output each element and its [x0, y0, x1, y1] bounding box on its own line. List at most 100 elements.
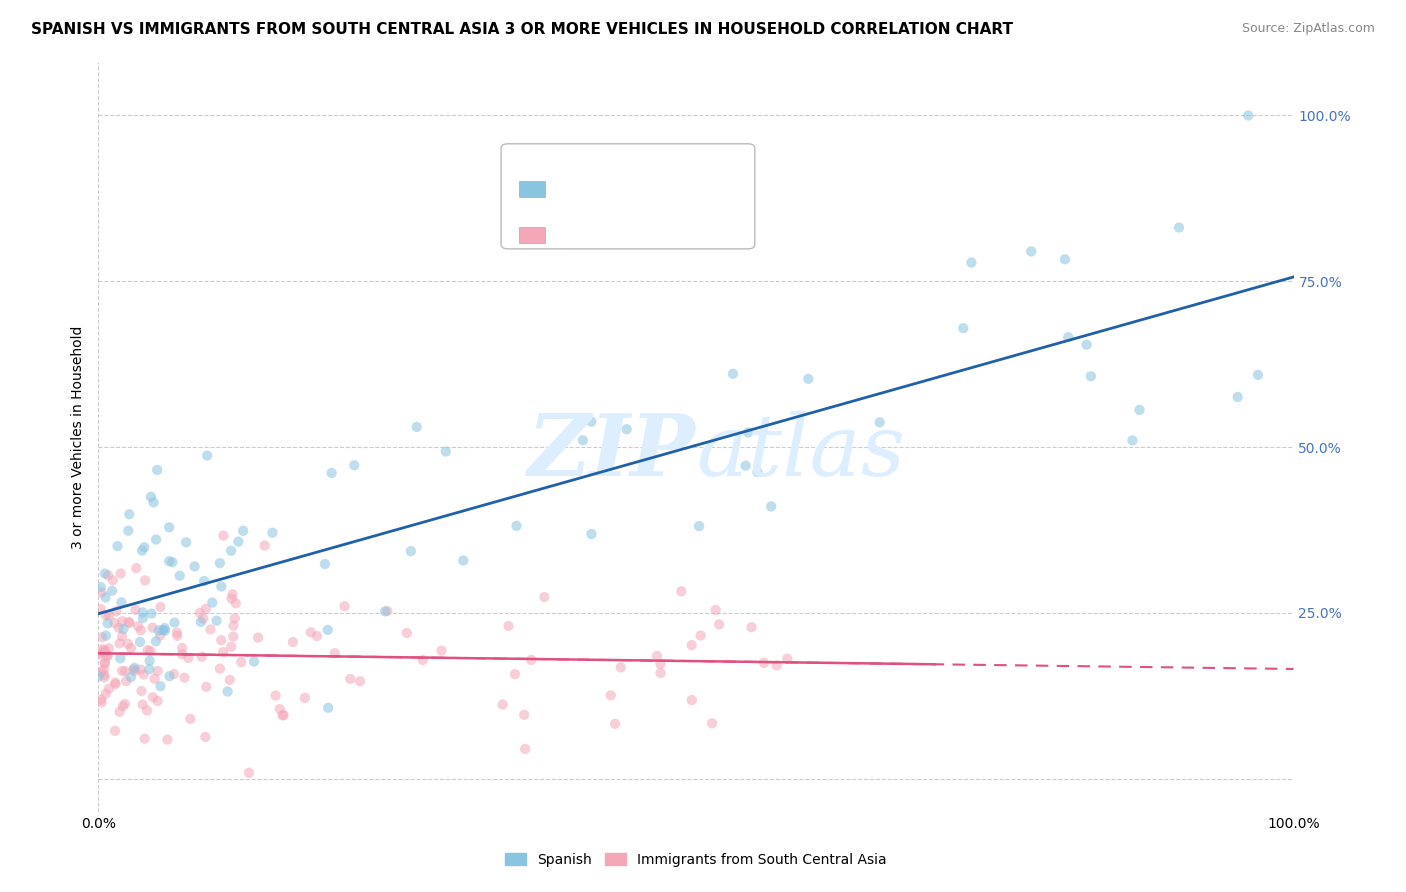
- Point: [200, 623, 222, 637]
- Point: [111, 629, 134, 643]
- Point: [94, 608, 117, 623]
- Point: [145, 533, 167, 547]
- Point: [118, 616, 141, 631]
- Point: [273, 708, 295, 723]
- Point: [1080, 369, 1102, 384]
- Point: [704, 603, 727, 617]
- Point: [149, 679, 172, 693]
- Point: [90, 585, 112, 599]
- Point: [960, 255, 983, 269]
- Point: [146, 664, 169, 678]
- Point: [412, 653, 434, 667]
- Point: [142, 690, 165, 705]
- Point: [498, 619, 520, 633]
- Point: [174, 535, 197, 549]
- Point: [114, 697, 136, 711]
- Point: [138, 662, 160, 676]
- Point: [339, 672, 361, 686]
- Point: [129, 635, 152, 649]
- Point: [94, 628, 117, 642]
- Point: [156, 732, 179, 747]
- Point: [596, 456, 619, 470]
- Text: 0.584: 0.584: [592, 179, 640, 198]
- Point: [139, 644, 162, 658]
- Point: [108, 636, 131, 650]
- Point: [134, 574, 156, 588]
- Point: [94, 687, 117, 701]
- Point: [299, 625, 322, 640]
- Point: [681, 638, 703, 652]
- Point: [221, 591, 243, 606]
- Point: [208, 556, 231, 570]
- Point: [599, 689, 621, 703]
- Text: atlas: atlas: [696, 410, 905, 493]
- Point: [1019, 244, 1042, 259]
- Point: [127, 619, 149, 633]
- Point: [212, 528, 235, 542]
- Point: [91, 630, 114, 644]
- Text: ZIP: ZIP: [529, 410, 696, 494]
- Point: [776, 651, 799, 665]
- Point: [761, 500, 783, 514]
- Text: 139: 139: [693, 226, 725, 244]
- Point: [316, 623, 339, 637]
- Point: [93, 668, 115, 682]
- Legend: Spanish, Immigrants from South Central Asia: Spanish, Immigrants from South Central A…: [499, 847, 893, 872]
- Point: [120, 641, 142, 656]
- Point: [117, 637, 139, 651]
- Point: [1168, 220, 1191, 235]
- Point: [603, 716, 626, 731]
- Point: [93, 670, 115, 684]
- Point: [869, 415, 891, 429]
- Point: [110, 595, 132, 609]
- Point: [94, 656, 117, 670]
- Point: [281, 635, 304, 649]
- Point: [94, 566, 117, 581]
- Point: [110, 651, 132, 665]
- Point: [93, 663, 115, 677]
- Point: [305, 629, 328, 643]
- Point: [146, 694, 169, 708]
- Point: [314, 557, 336, 571]
- Point: [125, 561, 148, 575]
- Text: R =: R =: [553, 226, 589, 244]
- Point: [217, 684, 239, 698]
- Point: [143, 672, 166, 686]
- Point: [139, 490, 162, 504]
- Point: [700, 716, 723, 731]
- Point: [323, 646, 346, 660]
- Point: [222, 630, 245, 644]
- Point: [209, 579, 232, 593]
- Point: [145, 634, 167, 648]
- Point: [321, 466, 343, 480]
- Point: [166, 629, 188, 643]
- Point: [520, 653, 543, 667]
- Point: [132, 611, 155, 625]
- Point: [90, 695, 112, 709]
- Point: [162, 555, 184, 569]
- Point: [90, 692, 112, 706]
- Point: [219, 543, 242, 558]
- Point: [107, 539, 129, 553]
- Point: [269, 702, 291, 716]
- Point: [333, 599, 356, 614]
- Point: [689, 628, 711, 642]
- Point: [159, 669, 181, 683]
- Point: [264, 689, 287, 703]
- Point: [581, 527, 603, 541]
- Point: [157, 520, 180, 534]
- Point: [375, 604, 398, 618]
- Point: [149, 599, 172, 614]
- Point: [224, 611, 246, 625]
- Point: [124, 603, 146, 617]
- Point: [93, 656, 115, 670]
- Point: [195, 680, 218, 694]
- Point: [681, 693, 703, 707]
- Point: [609, 660, 631, 674]
- Point: [1121, 434, 1143, 448]
- Point: [218, 673, 240, 687]
- Point: [650, 657, 672, 671]
- Point: [163, 615, 186, 630]
- Point: [134, 541, 156, 555]
- Point: [94, 644, 117, 658]
